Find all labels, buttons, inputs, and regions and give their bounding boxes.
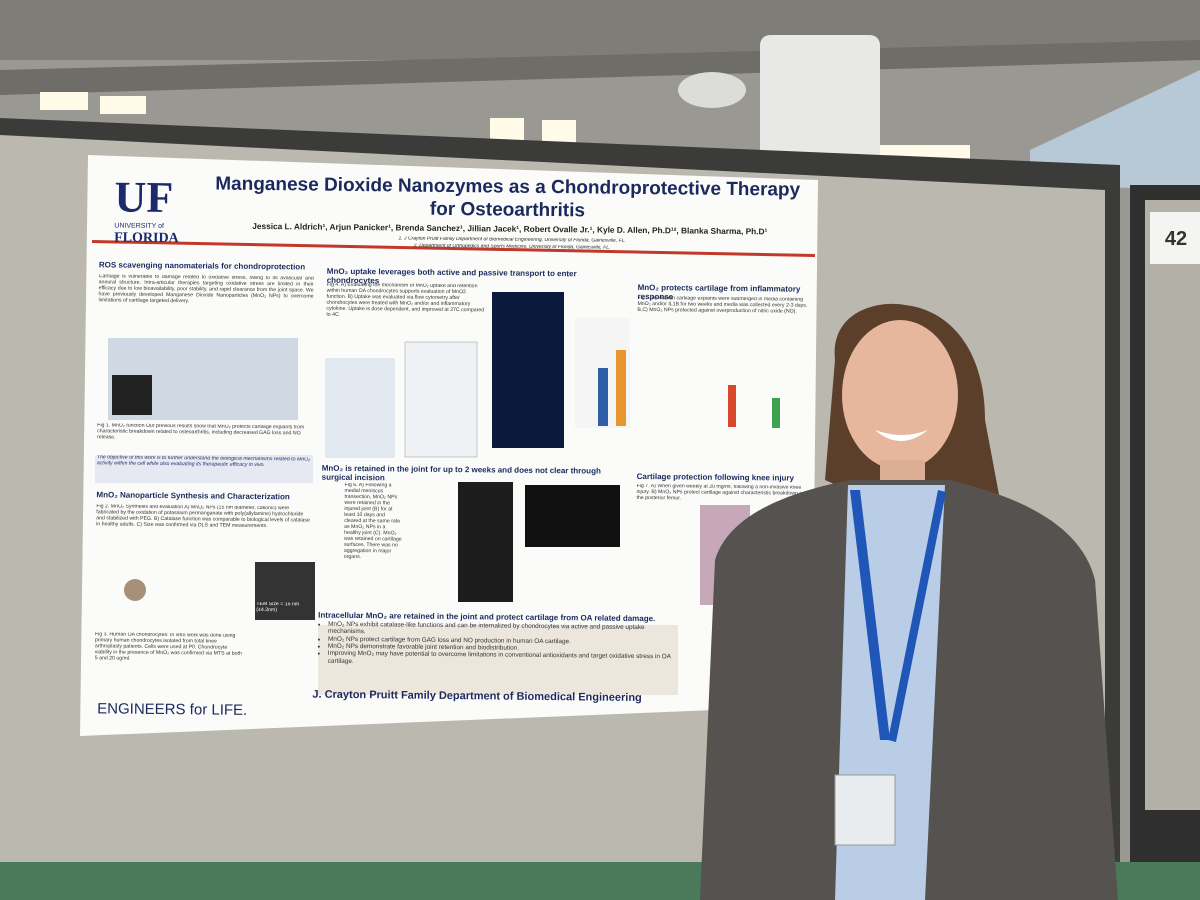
window xyxy=(1030,70,1200,190)
light xyxy=(100,96,146,114)
figure xyxy=(616,350,626,426)
light xyxy=(40,92,88,110)
smile xyxy=(875,430,928,441)
booth-number: 42 xyxy=(1165,228,1187,250)
booth-sign xyxy=(1150,212,1200,264)
duct xyxy=(0,40,1200,95)
figure xyxy=(124,579,146,601)
figure xyxy=(525,485,620,547)
badge xyxy=(834,774,896,846)
column xyxy=(760,35,880,175)
next-board-panel xyxy=(1145,200,1200,810)
figure xyxy=(598,368,608,426)
title-rule xyxy=(92,240,815,257)
figure xyxy=(728,385,736,427)
vent xyxy=(678,72,746,108)
figure xyxy=(458,482,513,602)
conclusion-box xyxy=(318,625,678,695)
figure xyxy=(112,375,152,415)
figure xyxy=(255,562,315,620)
figure xyxy=(492,292,564,448)
figure xyxy=(404,341,478,458)
face xyxy=(842,320,958,470)
objective-box xyxy=(95,455,313,483)
figure xyxy=(325,358,395,458)
lanyard xyxy=(850,490,946,742)
figure xyxy=(772,398,780,428)
